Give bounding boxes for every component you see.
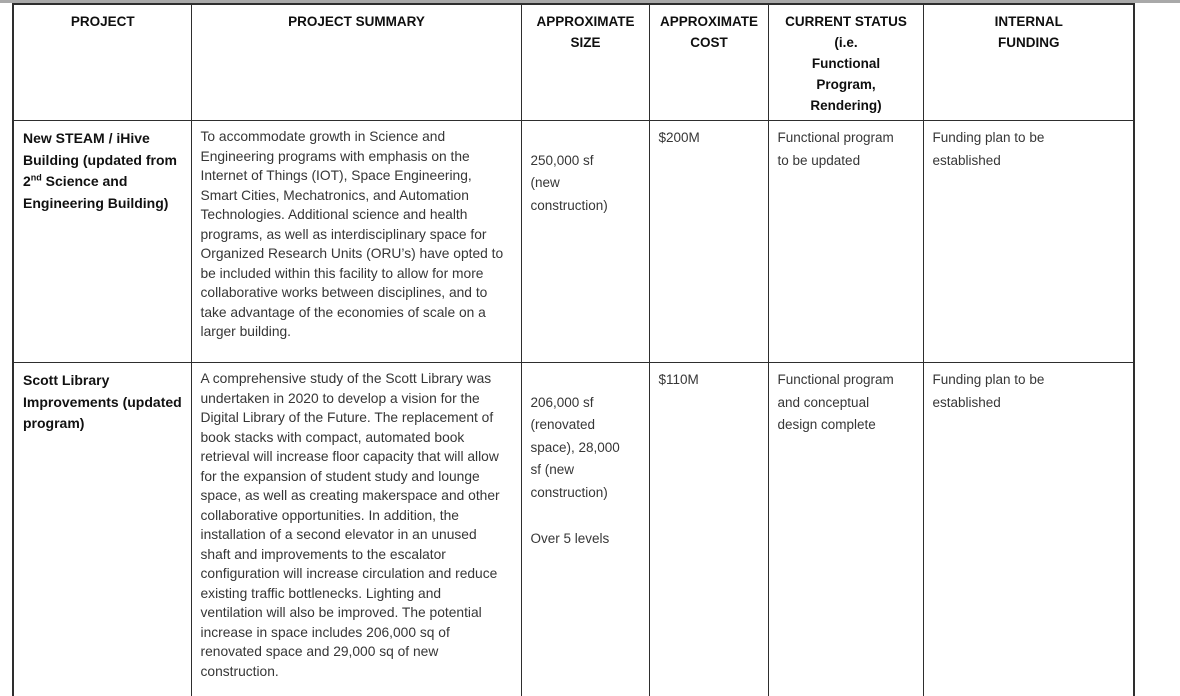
internal-funding-cell: Funding plan to be established bbox=[922, 362, 1135, 696]
project-name-cell: New STEAM / iHive Building (updated from… bbox=[12, 120, 192, 363]
approximate-cost-cell: $110M bbox=[648, 362, 769, 696]
approximate-size-cell: 206,000 sf (renovated space), 28,000 sf … bbox=[520, 362, 650, 696]
current-status-cell: Functional program and conceptual design… bbox=[767, 362, 924, 696]
table-row-steam-ihive: New STEAM / iHive Building (updated from… bbox=[12, 120, 1135, 363]
table-row-scott-library: Scott Library Improvements (updated prog… bbox=[12, 362, 1135, 696]
project-summary-cell: A comprehensive study of the Scott Libra… bbox=[190, 362, 522, 696]
table-header-row: PROJECT PROJECT SUMMARY APPROXIMATE SIZE… bbox=[12, 3, 1135, 121]
header-cell-summary: PROJECT SUMMARY bbox=[190, 3, 522, 121]
project-name-superscript: nd bbox=[30, 172, 42, 183]
header-cell-size: APPROXIMATE SIZE bbox=[520, 3, 650, 121]
header-cell-cost: APPROXIMATE COST bbox=[648, 3, 769, 121]
project-name-part1: New STEAM / iHive Building (updated from… bbox=[23, 130, 177, 189]
project-name-cell: Scott Library Improvements (updated prog… bbox=[12, 362, 192, 696]
project-name-part2: Science and Engineering Building) bbox=[23, 173, 169, 211]
project-name-part1: Scott Library Improvements (updated prog… bbox=[23, 372, 182, 431]
project-summary-cell: To accommodate growth in Science and Eng… bbox=[190, 120, 522, 363]
approximate-cost-cell: $200M bbox=[648, 120, 769, 363]
internal-funding-cell: Funding plan to be established bbox=[922, 120, 1135, 363]
header-cell-project: PROJECT bbox=[12, 3, 192, 121]
approximate-size-cell: 250,000 sf (new construction) bbox=[520, 120, 650, 363]
size-value: 250,000 sf (new construction) bbox=[530, 152, 608, 213]
window-top-edge bbox=[0, 0, 1180, 3]
size-note: Over 5 levels bbox=[530, 530, 610, 546]
current-status-cell: Functional program to be updated bbox=[767, 120, 924, 363]
projects-table: PROJECT PROJECT SUMMARY APPROXIMATE SIZE… bbox=[12, 3, 1135, 696]
size-value: 206,000 sf (renovated space), 28,000 sf … bbox=[530, 394, 620, 500]
header-cell-funding: INTERNAL FUNDING bbox=[922, 3, 1135, 121]
header-cell-status: CURRENT STATUS (i.e. Functional Program,… bbox=[767, 3, 924, 121]
